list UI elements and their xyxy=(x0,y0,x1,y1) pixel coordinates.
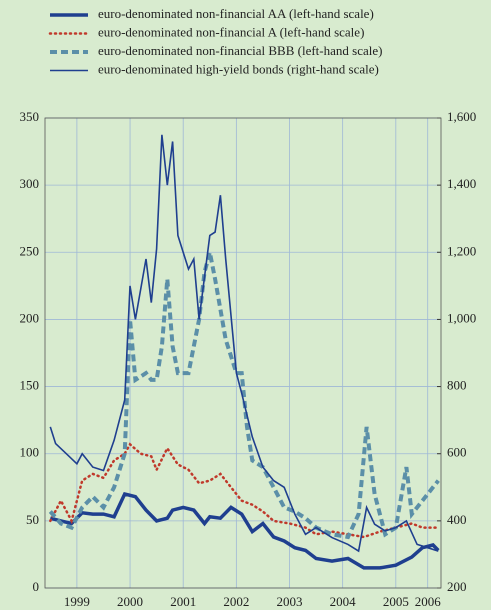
y2-tick-label: 1,200 xyxy=(447,243,476,258)
x-tick-label: 1999 xyxy=(64,594,90,609)
y2-tick-label: 400 xyxy=(447,512,467,527)
series-line xyxy=(49,134,439,553)
x-tick-label: 2006 xyxy=(415,594,442,609)
y-tick-label: 250 xyxy=(20,243,40,258)
series-line xyxy=(48,251,440,540)
series-line xyxy=(49,442,440,539)
y-tick-label: 0 xyxy=(33,579,40,594)
x-tick-label: 2003 xyxy=(277,594,303,609)
x-tick-label: 2004 xyxy=(330,594,357,609)
y2-tick-label: 1,000 xyxy=(447,310,476,325)
x-tick-label: 2005 xyxy=(383,594,409,609)
legend-label: euro-denominated high-yield bonds (right… xyxy=(98,61,379,76)
legend-label: euro-denominated non-financial AA (left-… xyxy=(98,6,374,21)
y-tick-label: 300 xyxy=(20,176,40,191)
y-tick-label: 350 xyxy=(20,109,40,124)
legend-label: euro-denominated non-financial A (left-h… xyxy=(98,24,364,39)
y-tick-label: 200 xyxy=(20,310,40,325)
series-line xyxy=(49,491,440,570)
x-tick-label: 2001 xyxy=(170,594,196,609)
y2-tick-label: 800 xyxy=(447,378,467,393)
y-tick-label: 50 xyxy=(26,512,39,527)
y-tick-label: 150 xyxy=(20,378,40,393)
y2-tick-label: 1,600 xyxy=(447,109,476,124)
plot-frame xyxy=(44,117,442,589)
legend-label: euro-denominated non-financial BBB (left… xyxy=(98,43,382,58)
x-tick-label: 2002 xyxy=(223,594,249,609)
y2-tick-label: 1,400 xyxy=(447,176,476,191)
y-tick-label: 100 xyxy=(20,445,40,460)
x-tick-label: 2000 xyxy=(117,594,143,609)
y2-tick-label: 200 xyxy=(447,579,467,594)
y2-tick-label: 600 xyxy=(447,445,467,460)
